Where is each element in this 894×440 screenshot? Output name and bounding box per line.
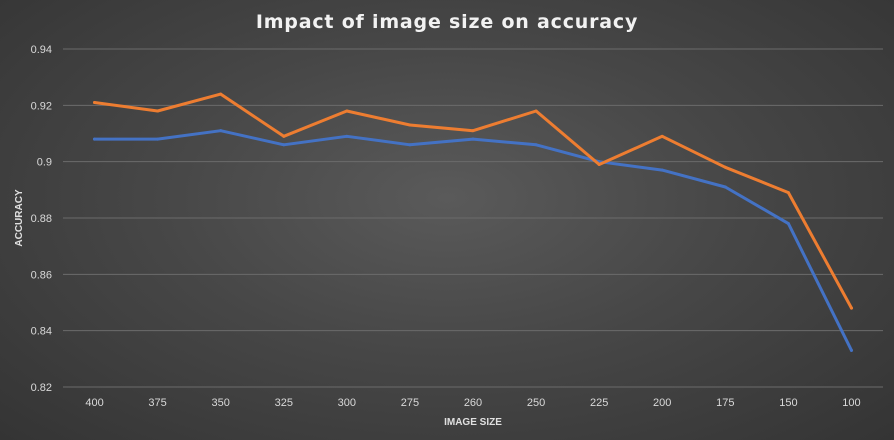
gridlines <box>63 48 883 388</box>
series-1-point <box>93 137 97 141</box>
x-tick-label: 100 <box>842 397 860 409</box>
series-2-point <box>471 129 475 133</box>
y-tick-label: 0.84 <box>31 326 52 338</box>
series-2-point <box>849 306 853 310</box>
series-1-point <box>408 143 412 147</box>
y-axis-title: ACCURACY <box>14 189 25 247</box>
y-tick-label: 0.94 <box>31 44 52 56</box>
series-1-point <box>660 168 664 172</box>
x-tick-label: 300 <box>338 397 356 409</box>
series-line-2 <box>93 92 853 310</box>
series-2-point <box>534 109 538 113</box>
series-2-point <box>597 162 601 166</box>
series-2-point <box>723 165 727 169</box>
y-tick-label: 0.82 <box>31 382 52 394</box>
y-tick-label: 0.88 <box>31 213 52 225</box>
series-2-point <box>345 109 349 113</box>
x-tick-label: 325 <box>275 397 293 409</box>
x-axis-title: IMAGE SIZE <box>444 417 502 428</box>
y-tick-label: 0.92 <box>31 100 52 112</box>
series-1-point <box>534 143 538 147</box>
x-tick-label: 375 <box>148 397 166 409</box>
series-1-point <box>345 134 349 138</box>
series-1-point <box>786 222 790 226</box>
series-line-1 <box>93 129 853 352</box>
series-2-point <box>786 191 790 195</box>
x-tick-label: 260 <box>464 397 482 409</box>
x-tick-label: 175 <box>716 397 734 409</box>
x-axis-ticks: 400 375 350 325 300 275 260 250 225 200 175 150 100 <box>85 397 860 409</box>
series-1-point <box>723 185 727 189</box>
y-tick-label: 0.9 <box>37 157 52 169</box>
series-2-point <box>660 134 664 138</box>
series-1-point <box>282 143 286 147</box>
x-tick-label: 400 <box>85 397 103 409</box>
series-1-point <box>156 137 160 141</box>
series-1-point <box>471 137 475 141</box>
x-tick-label: 150 <box>779 397 797 409</box>
x-tick-label: 275 <box>401 397 419 409</box>
x-tick-label: 225 <box>590 397 608 409</box>
series-1-point <box>219 129 223 133</box>
series-2-point <box>282 134 286 138</box>
y-tick-label: 0.86 <box>31 269 52 281</box>
y-axis-ticks: 0.82 0.84 0.86 0.88 0.9 0.92 0.94 <box>31 44 52 394</box>
x-tick-label: 200 <box>653 397 671 409</box>
series-group <box>93 92 853 352</box>
x-tick-label: 250 <box>527 397 545 409</box>
series-2-point <box>219 92 223 96</box>
chart-title: Impact of image size on accuracy <box>256 11 638 33</box>
series-2-point <box>156 109 160 113</box>
series-2-point <box>408 123 412 127</box>
series-2-point <box>93 101 97 105</box>
x-tick-label: 350 <box>212 397 230 409</box>
series-1-point <box>849 348 853 352</box>
